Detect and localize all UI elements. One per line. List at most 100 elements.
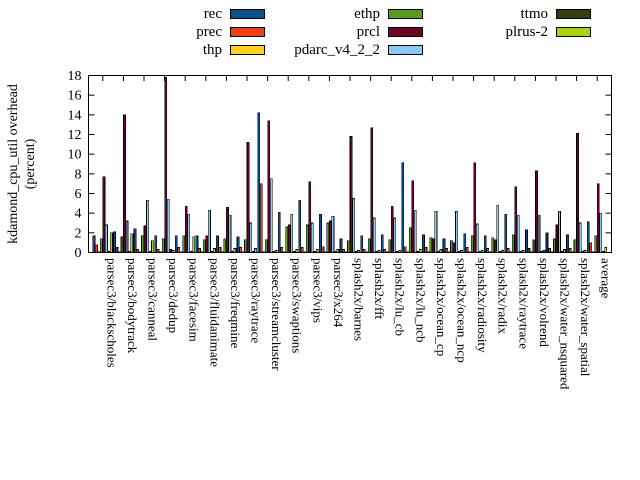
bar: [362, 249, 366, 253]
legend-label-ethp: ethp: [354, 6, 380, 22]
bar: [583, 250, 587, 253]
x-tick-label: splash2x/raytrace: [516, 258, 531, 349]
bar: [563, 249, 566, 253]
bar: [354, 251, 358, 253]
x-tick-label: parsec3/streamcluster: [269, 258, 284, 371]
x-tick-label: parsec3/facesim: [187, 258, 202, 342]
bar: [274, 250, 278, 253]
y-tick-label: 4: [75, 207, 82, 222]
bar: [576, 133, 580, 253]
bar: [486, 248, 490, 253]
bar: [231, 251, 234, 253]
bar: [558, 210, 561, 253]
bar: [264, 239, 268, 253]
bar: [395, 251, 399, 253]
x-tick-label: splash2x/water_nsquared: [558, 258, 573, 390]
bar: [465, 247, 469, 253]
bar: [94, 244, 98, 253]
bar: [331, 215, 335, 253]
bar: [269, 178, 273, 253]
bar: [308, 181, 312, 253]
bar: [148, 251, 152, 253]
legend-swatch-thp: [230, 45, 265, 55]
x-tick-label: splash2x/ocean_cp: [434, 258, 449, 356]
x-tick-label: splash2x/volrend: [537, 258, 552, 347]
x-tick-label: splash2x/barnes: [352, 258, 367, 341]
bar: [102, 176, 106, 253]
x-tick-label: parsec3/dedup: [166, 258, 181, 333]
bar: [295, 249, 299, 253]
y-tick-label: 14: [68, 108, 82, 123]
bar: [187, 213, 191, 253]
bar: [601, 251, 605, 253]
legend-swatch-plrus-2: [556, 27, 591, 37]
bar: [130, 233, 134, 253]
bar: [540, 251, 543, 253]
bar: [496, 204, 500, 253]
x-tick-label: splash2x/fft: [372, 258, 387, 320]
bar: [424, 247, 428, 253]
bar: [109, 232, 113, 253]
bar: [272, 251, 276, 253]
bar: [347, 240, 350, 253]
bar: [339, 238, 343, 253]
legend-label-prcl: prcl: [356, 24, 380, 40]
bar: [545, 232, 549, 253]
bar: [120, 236, 124, 253]
bar: [599, 212, 603, 253]
bar: [483, 235, 487, 253]
bar: [267, 120, 271, 253]
bar: [432, 238, 435, 253]
legend-swatch-ethp: [388, 9, 423, 19]
bar: [514, 186, 518, 253]
legend-label-plrus-2: plrus-2: [505, 24, 549, 40]
bar: [521, 250, 525, 253]
bar: [589, 242, 593, 253]
y-axis-label: kdamond_cpu_util overhead: [6, 84, 21, 244]
bar: [380, 234, 384, 253]
bar: [388, 239, 392, 253]
bar: [202, 239, 206, 253]
bar: [161, 238, 165, 253]
bar: [519, 251, 523, 253]
bar: [439, 249, 443, 253]
bar: [357, 250, 360, 253]
bar: [473, 162, 477, 253]
bar: [398, 250, 402, 253]
bar: [104, 224, 108, 253]
bar: [329, 220, 332, 253]
bar: [246, 142, 250, 253]
bar: [115, 247, 119, 253]
bar: [184, 205, 188, 253]
x-tick-label: parsec3/swaptions: [290, 258, 305, 353]
y-axis-label: (percent): [23, 138, 38, 189]
bar: [478, 251, 482, 253]
bar: [525, 229, 528, 253]
bar: [226, 206, 229, 253]
x-tick-label: parsec3/raytrace: [249, 258, 264, 343]
bar: [305, 224, 309, 253]
bar: [218, 247, 222, 253]
legend-label-rec: rec: [203, 6, 222, 22]
x-tick-label: parsec3/x264: [331, 258, 346, 328]
bar: [125, 220, 129, 253]
bar: [143, 225, 147, 253]
x-tick-label: splash2x/lu_cb: [393, 258, 408, 336]
bar: [568, 248, 572, 253]
bar: [189, 251, 193, 253]
bar: [460, 250, 463, 253]
bar: [422, 234, 425, 253]
bar: [154, 235, 158, 253]
bar: [315, 249, 319, 253]
y-tick-label: 8: [75, 167, 82, 182]
y-tick-label: 10: [68, 148, 82, 163]
bar: [390, 205, 394, 253]
bar: [205, 235, 209, 253]
bar: [195, 235, 199, 253]
legend-swatch-rec: [230, 9, 265, 19]
bar: [416, 251, 420, 253]
bar: [321, 246, 325, 253]
bar: [151, 240, 154, 253]
bar: [285, 226, 289, 253]
